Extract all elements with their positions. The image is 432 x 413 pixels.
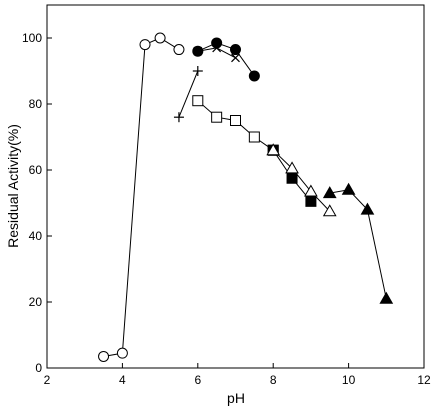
x-tick-label: 6 bbox=[194, 373, 201, 387]
x-tick-label: 8 bbox=[270, 373, 277, 387]
plot-frame bbox=[46, 4, 425, 369]
data-point bbox=[322, 186, 337, 199]
series-line bbox=[272, 149, 331, 212]
data-point bbox=[360, 202, 375, 215]
x-tick-label: 4 bbox=[119, 373, 126, 387]
data-point bbox=[211, 111, 223, 123]
data-point bbox=[231, 53, 240, 63]
data-point bbox=[192, 45, 204, 57]
data-point bbox=[248, 70, 260, 82]
x-axis-title: pH bbox=[227, 390, 245, 406]
x-tick-label: 12 bbox=[417, 373, 431, 387]
data-point bbox=[266, 143, 281, 156]
plot-area bbox=[46, 4, 425, 369]
data-point bbox=[322, 204, 337, 217]
series-cross bbox=[197, 47, 236, 59]
data-point bbox=[341, 182, 356, 195]
y-tick-label: 60 bbox=[29, 163, 43, 177]
series-line bbox=[329, 189, 387, 299]
series-line bbox=[197, 47, 236, 59]
x-tick-label: 2 bbox=[44, 373, 51, 387]
data-point bbox=[192, 66, 203, 76]
data-point bbox=[230, 115, 241, 126]
y-axis-title: Residual Activity(%) bbox=[5, 124, 21, 248]
data-point bbox=[192, 95, 204, 107]
data-series bbox=[98, 32, 394, 362]
data-point bbox=[116, 347, 128, 359]
series-markers-plus bbox=[173, 66, 203, 123]
x-tick-label: 10 bbox=[342, 373, 356, 387]
series-open-circle bbox=[103, 37, 180, 357]
series-markers-filled-circle bbox=[192, 37, 260, 82]
data-point bbox=[173, 112, 184, 123]
data-point bbox=[304, 184, 318, 197]
series-markers-open-square bbox=[192, 95, 279, 156]
y-tick-label: 100 bbox=[22, 31, 42, 45]
y-tick-label: 0 bbox=[35, 361, 42, 375]
series-line bbox=[103, 37, 180, 357]
data-point bbox=[98, 350, 110, 362]
data-point bbox=[285, 161, 299, 174]
series-open-triangle bbox=[272, 149, 331, 212]
series-filled-triangle bbox=[329, 189, 387, 299]
y-tick-label: 80 bbox=[29, 97, 43, 111]
data-point bbox=[379, 291, 394, 304]
series-line bbox=[197, 42, 255, 77]
series-markers-open-triangle bbox=[266, 143, 337, 217]
y-tick-label: 20 bbox=[29, 295, 43, 309]
data-point bbox=[305, 195, 317, 207]
series-filled-circle bbox=[197, 42, 255, 77]
data-point bbox=[211, 37, 223, 49]
y-tick-label: 40 bbox=[29, 229, 43, 243]
series-markers-filled-triangle bbox=[322, 182, 394, 304]
series-line bbox=[178, 70, 199, 118]
data-point bbox=[248, 131, 260, 143]
data-point bbox=[173, 44, 185, 56]
series-plus bbox=[178, 70, 199, 118]
data-point bbox=[154, 32, 166, 44]
data-point bbox=[286, 172, 298, 184]
y-axis-ticks: 0 20 40 60 80 100 bbox=[22, 31, 52, 375]
data-point bbox=[139, 39, 151, 51]
series-markers-open-circle bbox=[98, 32, 185, 362]
marker-stroke bbox=[231, 53, 240, 63]
data-point bbox=[230, 44, 241, 56]
x-axis-ticks: 2 4 6 8 10 12 bbox=[44, 363, 431, 387]
